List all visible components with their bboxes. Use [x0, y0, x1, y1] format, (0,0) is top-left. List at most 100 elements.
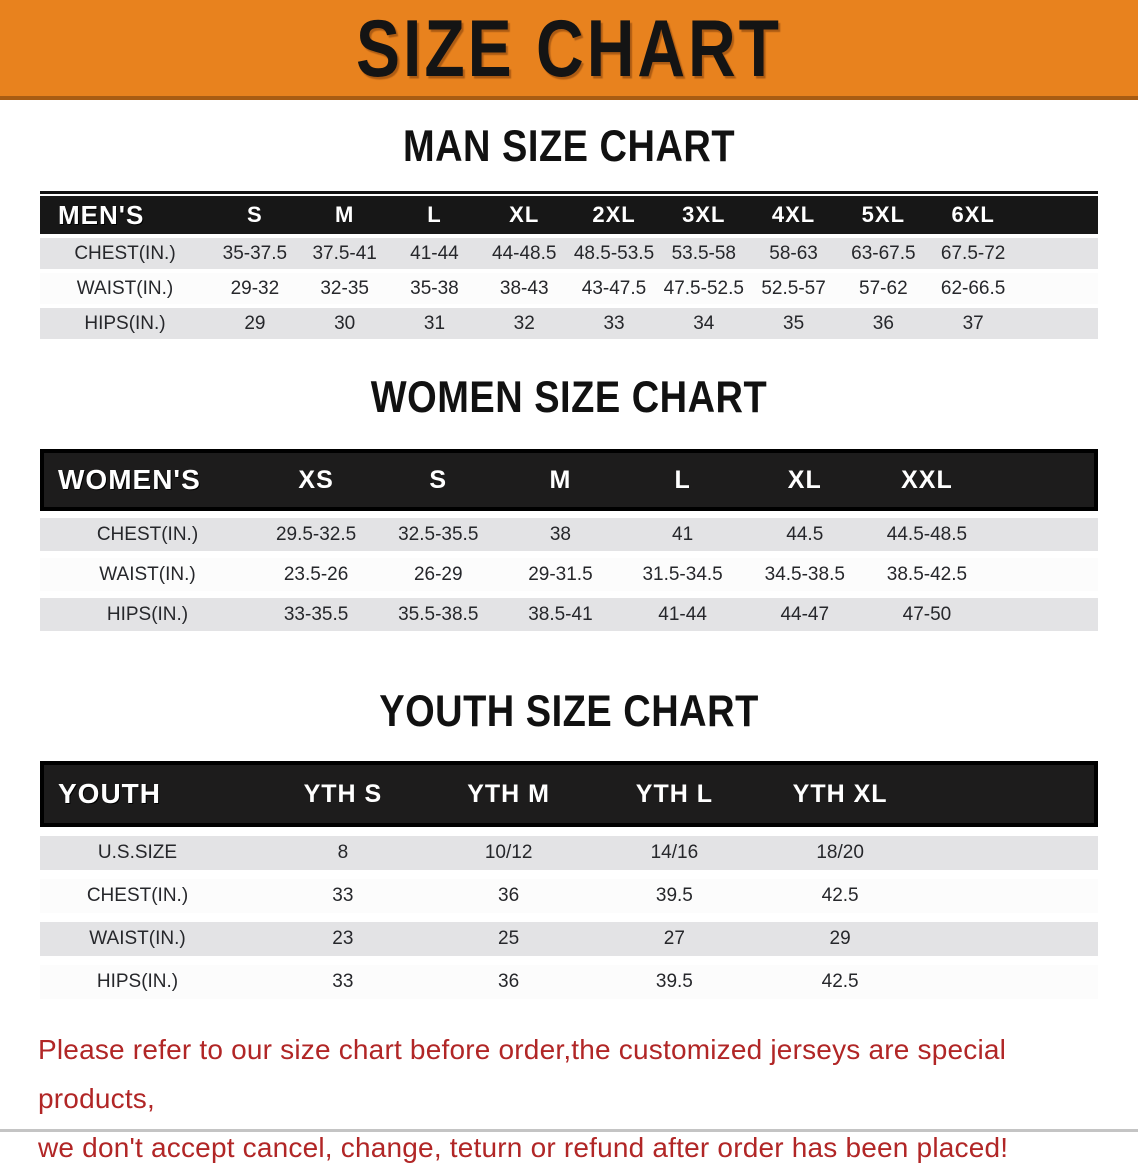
measurement-values: 33 36 39.5 42.5 — [235, 965, 1098, 999]
measurement-value: 27 — [663, 928, 685, 949]
measurement-value: 39.5 — [655, 971, 693, 992]
size-columns: XS S M L XL XXL — [255, 449, 1098, 511]
measurement-value: 42.5 — [821, 885, 859, 906]
measurement-value: 36 — [498, 885, 520, 906]
measurement-label: WAIST(IN.) — [99, 563, 196, 585]
measurement-value: 44-47 — [780, 603, 830, 625]
size-column-header: 6XL — [951, 202, 995, 227]
measurement-value: 48.5-53.5 — [573, 242, 655, 264]
size-column-header: YTH L — [635, 779, 713, 808]
measurement-value: 47.5-52.5 — [663, 277, 744, 299]
measurement-value: 34 — [693, 312, 715, 334]
measurement-label: HIPS(IN.) — [84, 312, 166, 334]
size-chart-banner: SIZE CHART — [0, 0, 1138, 100]
measurement-value: 39.5 — [655, 885, 693, 906]
women-size-section: WOMEN SIZE CHART WOMEN'S XS S M L XL XXL CHEST(… — [0, 373, 1138, 631]
measurement-value: 58-63 — [769, 242, 818, 264]
measurement-row: WAIST(IN.) 23.5-26 26-29 29-31.5 31.5-34.5 34… — [40, 558, 1098, 591]
measurement-value: 32-35 — [320, 277, 369, 299]
measurement-row: HIPS(IN.) 29 30 31 32 33 34 35 36 37 — [40, 308, 1098, 339]
measurement-value: 33 — [332, 885, 354, 906]
measurement-value: 32 — [513, 312, 535, 334]
measurement-value: 25 — [498, 928, 520, 949]
measurement-value: 47-50 — [902, 603, 952, 625]
measurement-value: 26-29 — [413, 563, 463, 585]
measurement-label: CHEST(IN.) — [86, 885, 189, 906]
measurement-value: 29.5-32.5 — [275, 523, 357, 545]
measurement-value: 44-48.5 — [492, 242, 557, 264]
measurement-row: WAIST(IN.) 23 25 27 29 — [40, 922, 1098, 956]
table-category-label: MEN'S — [58, 199, 145, 230]
measurement-value: 62-66.5 — [940, 277, 1006, 299]
measurement-value: 38.5-42.5 — [886, 563, 968, 585]
youth-size-section: YOUTH SIZE CHART YOUTH YTH S YTH M YTH L YTH… — [0, 687, 1138, 999]
measurement-value: 34.5-38.5 — [764, 563, 845, 585]
measurement-label: WAIST(IN.) — [76, 277, 174, 299]
measurement-label: HIPS(IN.) — [106, 603, 189, 625]
size-column-header: YTH M — [467, 779, 551, 808]
measurement-value: 29 — [829, 928, 851, 949]
men-size-section: MAN SIZE CHART MEN'S S M L XL 2XL 3XL 4XL 5XL 6XL… — [0, 122, 1138, 339]
measurement-value: 31.5-34.5 — [642, 563, 723, 585]
image-bottom-edge — [0, 1129, 1138, 1132]
measurement-value: 23.5-26 — [283, 563, 349, 585]
disclaimer-line-1: Please refer to our size chart before or… — [38, 1034, 1007, 1114]
measurement-value: 41-44 — [410, 242, 459, 264]
measurement-value: 29-31.5 — [528, 563, 593, 585]
measurement-value: 33 — [332, 971, 354, 992]
measurement-value: 43-47.5 — [581, 277, 647, 299]
measurement-values: 23 25 27 29 — [235, 922, 1098, 956]
measurement-row: CHEST(IN.) 29.5-32.5 32.5-35.5 38 41 44.5 44.5… — [40, 518, 1098, 551]
order-disclaimer: Please refer to our size chart before or… — [38, 1025, 1108, 1172]
measurement-value: 36 — [498, 971, 520, 992]
measurement-label: WAIST(IN.) — [89, 928, 186, 949]
measurement-value: 31 — [423, 312, 446, 334]
measurement-value: 23 — [332, 928, 354, 949]
measurement-value: 18/20 — [816, 842, 864, 863]
measurement-value: 57-62 — [859, 277, 908, 299]
measurement-value: 38.5-41 — [528, 603, 593, 625]
size-column-header: XL — [509, 202, 540, 227]
women-size-table: WOMEN'S XS S M L XL XXL CHEST(IN.) 29.5-32.5 32.5… — [40, 449, 1098, 631]
measurement-label: CHEST(IN.) — [96, 523, 199, 545]
measurement-row: WAIST(IN.) 29-32 32-35 35-38 38-43 43-47.5 47.… — [40, 273, 1098, 304]
measurement-row: U.S.SIZE 8 10/12 14/16 18/20 — [40, 836, 1098, 870]
size-column-header: YTH S — [303, 779, 383, 808]
measurement-value: 42.5 — [821, 971, 859, 992]
measurement-label: U.S.SIZE — [97, 842, 178, 863]
measurement-values: 23.5-26 26-29 29-31.5 31.5-34.5 34.5-38.5 38.… — [255, 558, 1098, 591]
measurement-value: 37 — [962, 312, 984, 334]
size-column-header: M — [549, 465, 572, 494]
size-columns: YTH S YTH M YTH L YTH XL — [235, 761, 1098, 827]
measurement-values: 29-32 32-35 35-38 38-43 43-47.5 47.5-52.5 52.5… — [210, 273, 1098, 304]
measurement-label: CHEST(IN.) — [74, 242, 176, 264]
size-chart-title: SIZE CHART — [356, 2, 782, 94]
measurement-value: 37.5-41 — [312, 242, 377, 264]
measurement-value: 44.5 — [786, 523, 824, 545]
table-header-row: WOMEN'S XS S M L XL XXL — [40, 449, 1098, 511]
measurement-value: 32.5-35.5 — [398, 523, 479, 545]
measurement-value: 67.5-72 — [940, 242, 1006, 264]
size-column-header: M — [335, 202, 355, 227]
measurement-value: 8 — [337, 842, 349, 863]
measurement-row: HIPS(IN.) 33 36 39.5 42.5 — [40, 965, 1098, 999]
measurement-value: 38 — [549, 523, 571, 545]
measurement-value: 33 — [603, 312, 625, 334]
measurement-row: CHEST(IN.) 33 36 39.5 42.5 — [40, 879, 1098, 913]
size-column-header: S — [247, 202, 263, 227]
size-column-header: 5XL — [861, 202, 906, 227]
measurement-value: 33-35.5 — [283, 603, 349, 625]
measurement-values: 35-37.5 37.5-41 41-44 44-48.5 48.5-53.5 53.5-… — [210, 238, 1098, 269]
measurement-value: 35-38 — [410, 277, 459, 299]
measurement-value: 44.5-48.5 — [886, 523, 968, 545]
measurement-value: 41-44 — [658, 603, 707, 625]
table-header-row: MEN'S S M L XL 2XL 3XL 4XL 5XL 6XL — [40, 191, 1098, 234]
measurement-values: 33 36 39.5 42.5 — [235, 879, 1098, 913]
man-size-chart-heading: MAN SIZE CHART — [402, 122, 736, 172]
measurement-value: 63-67.5 — [851, 242, 916, 264]
measurement-value: 14/16 — [650, 842, 699, 863]
size-column-header: 4XL — [771, 202, 816, 227]
measurement-value: 30 — [334, 312, 356, 334]
size-column-header: XS — [298, 465, 334, 494]
measurement-row: HIPS(IN.) 33-35.5 35.5-38.5 38.5-41 41-44 44-… — [40, 598, 1098, 631]
